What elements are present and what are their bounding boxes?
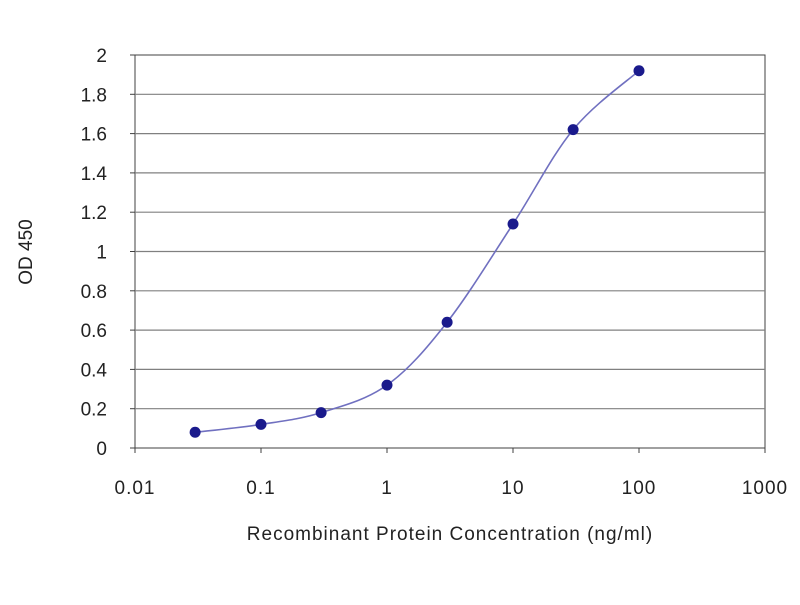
y-tick-label: 0.8 [81,282,107,303]
y-tick-labels: 0 0.2 0.4 0.6 0.8 1 1.2 1.4 1.6 1.8 2 [81,46,108,460]
data-point [633,65,645,77]
data-point [255,418,267,430]
series-group [189,65,645,438]
x-tick-label: 0.1 [246,478,275,499]
y-tick-label: 1.2 [81,203,107,224]
y-tick-label: 0.6 [81,321,107,342]
x-tick-label: 10 [501,478,524,499]
x-tick-label: 1000 [742,478,788,499]
series-line [195,70,640,434]
y-tick-label: 0.4 [81,360,108,381]
data-point [441,316,453,328]
y-tick-label: 1.8 [81,85,107,106]
data-point [507,218,519,230]
x-axis-label: Recombinant Protein Concentration (ng/ml… [247,524,653,545]
y-tick-label: 2 [96,46,107,67]
x-tick-label: 1 [381,478,393,499]
y-tick-label: 1 [96,243,107,264]
y-tick-label: 0.2 [81,400,107,421]
y-tick-label: 1.4 [81,164,108,185]
x-tick-labels: 0.01 0.1 1 10 100 1000 [115,478,788,499]
data-point [189,426,201,438]
y-axis-label: OD 450 [16,219,37,284]
y-tick-label: 0 [96,439,107,460]
data-point [567,124,579,136]
x-tick-label: 0.01 [115,478,156,499]
x-tick-label: 100 [622,478,657,499]
data-point [315,407,327,419]
y-tick-label: 1.6 [81,125,107,146]
data-point [381,379,393,391]
gridlines [130,54,766,453]
